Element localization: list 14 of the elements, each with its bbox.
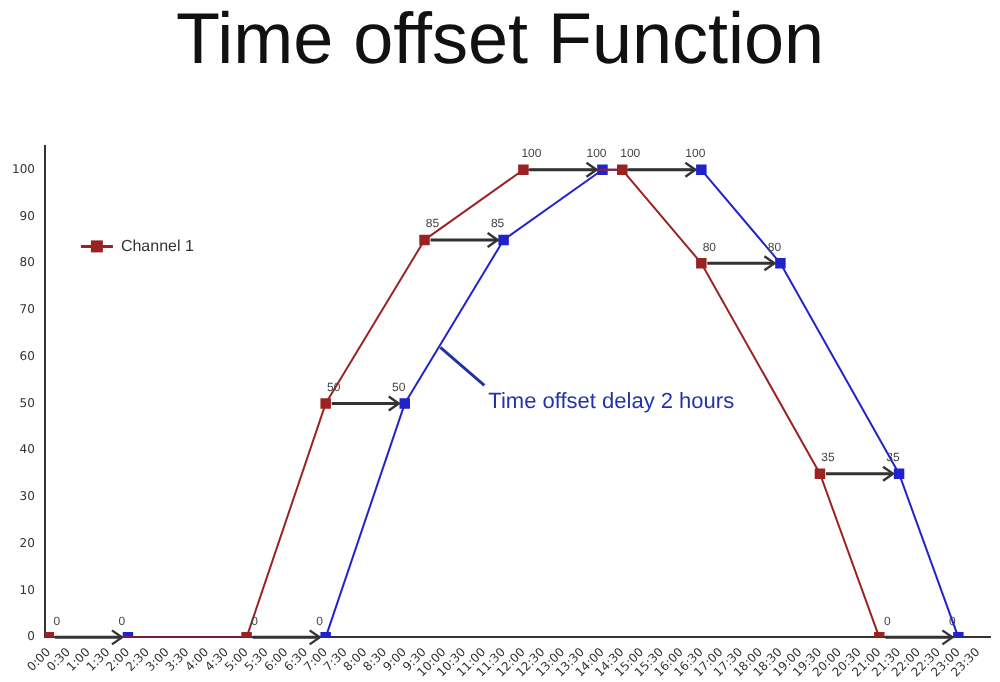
legend-label: Channel 1 — [120, 236, 195, 255]
point — [399, 398, 410, 409]
point — [696, 164, 707, 176]
point — [320, 398, 331, 409]
annotation: Time offset delay 2 hours — [488, 389, 736, 414]
point — [814, 468, 826, 479]
point — [498, 234, 509, 246]
point — [893, 468, 905, 479]
point — [518, 164, 529, 176]
point — [617, 164, 628, 176]
point — [775, 258, 786, 269]
point — [696, 258, 707, 269]
point — [419, 234, 430, 246]
chart-title: Time offset Function — [175, 0, 825, 80]
